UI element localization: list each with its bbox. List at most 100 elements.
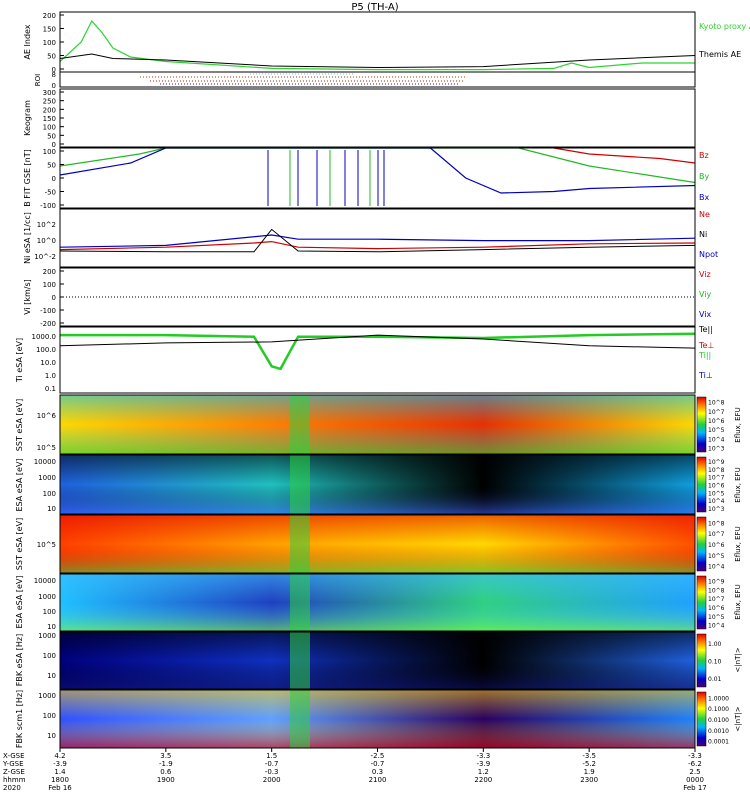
xaxis-tick-date: Feb 16 — [48, 784, 72, 792]
colorbar-tick: 1.00 — [708, 641, 722, 648]
esa-i-tick-10000: 10000 — [34, 577, 56, 585]
colorbar-tick: 0.0100 — [708, 717, 729, 724]
colorbar-tick: 10^6 — [708, 483, 725, 490]
ae-lines — [59, 19, 696, 71]
xaxis-tick-z: -0.3 — [265, 768, 279, 776]
panel-roi: ROI 8 0 — [34, 71, 696, 90]
xaxis-label-x: X-GSE — [3, 752, 25, 760]
roi-tick-0: 0 — [52, 82, 56, 90]
sst-e-tick-6: 10^6 — [37, 412, 57, 420]
ni-tick-m2: 10^-2 — [34, 253, 56, 261]
fbk-e-spectrogram — [60, 632, 695, 689]
colorbar-tick: 0.0001 — [708, 739, 729, 746]
sst-electron-spectrogram — [60, 395, 695, 454]
xaxis-tick-y: -3.9 — [53, 760, 67, 768]
fbk-b-tick-10: 10 — [47, 732, 56, 740]
kyoto-ae-line — [59, 19, 695, 71]
legend-bx: Bx — [699, 193, 709, 202]
xaxis-tick-x: 4.2 — [54, 752, 65, 760]
xaxis-tick-x: -3.5 — [582, 752, 596, 760]
xaxis-tick-z: 1.4 — [54, 768, 66, 776]
fbk-e-tick-10: 10 — [47, 672, 56, 680]
panel-ae-index: AE Index 200 150 100 50 0 Kyoto proxy AE The… — [23, 11, 750, 74]
xaxis-label-hhmm: hhmm — [3, 776, 26, 784]
esa-i-ylabel: ESA eSA [eV] — [15, 575, 24, 628]
cbar-label-sst-i: Eflux, EFU — [734, 526, 742, 561]
spectrogram-band — [290, 515, 310, 573]
xaxis-tick-y: -5.2 — [582, 760, 596, 768]
colorbar-tick: 10^6 — [708, 605, 725, 612]
colorbar-fbk-e — [696, 633, 707, 688]
legend-tell: Te|| — [698, 325, 713, 334]
bz-line — [553, 147, 696, 164]
xaxis-tick-z: 1.9 — [584, 768, 595, 776]
ytick-label: -100 — [40, 307, 56, 315]
colorbar-tick: 10^9 — [708, 459, 725, 466]
vi-ylabel: Vi [km/s] — [23, 279, 32, 315]
ytick-label: 100 — [43, 281, 56, 289]
xaxis-tick-x: -3.3 — [688, 752, 702, 760]
legend-viz: Viz — [699, 270, 711, 279]
ytick-label: 300 — [43, 89, 56, 97]
ytick-label: 150 — [43, 115, 56, 123]
panel-density: Ni eSA [1/cc] 10^2 10^0 10^-2 Ne Ni Npot — [23, 208, 718, 268]
sst-e-tick-5: 10^5 — [37, 444, 56, 452]
ytick-label: -100 — [40, 202, 56, 210]
colorbar-tick-labels: 10^810^710^610^510^410^310^910^810^710^6… — [708, 400, 729, 746]
colorbar-sst-i — [696, 516, 707, 572]
fbk-e-tick-100: 100 — [43, 652, 56, 660]
cbar-label-esa-e: Eflux, EFU — [734, 467, 742, 502]
panel-bfit: B FIT GSE [nT] 100 50 0 -50 -100 Bz By Bx — [23, 147, 709, 210]
keogram-ylabel: Keogram — [23, 100, 32, 136]
xaxis-tick-y: -0.7 — [265, 760, 279, 768]
esa-i-tick-10: 10 — [47, 623, 56, 631]
fbk-b-tick-1000: 1000 — [38, 692, 56, 700]
xaxis-tick-x: -2.5 — [371, 752, 385, 760]
xaxis-tick-hhmm: 1800 — [51, 776, 69, 784]
sst-ion-spectrogram — [60, 515, 695, 573]
panel-esa-ion: ESA eSA [eV] 10000 1000 100 10 Eflux, EF… — [15, 573, 742, 632]
panel-sst-electron: SST eSA [eV] 10^6 10^5 Eflux, EFU — [15, 394, 742, 455]
colorbar-tick: 10^5 — [708, 553, 725, 560]
sst-e-ylabel: SST eSA [eV] — [15, 399, 24, 451]
xaxis-tick-z: 1.2 — [478, 768, 489, 776]
esa-e-tick-1000: 1000 — [38, 474, 56, 482]
xaxis-label-year: 2020 — [3, 784, 21, 792]
xaxis-tick-hhmm: 2100 — [369, 776, 387, 784]
colorbar-tick: 0.0010 — [708, 728, 729, 735]
ti-tick-1000: 1000.0 — [32, 333, 57, 341]
legend-by: By — [699, 172, 709, 181]
spectrogram-overlay — [60, 632, 695, 689]
spectrogram-overlay — [60, 455, 695, 514]
spectrogram-band — [290, 690, 310, 748]
fbk-b-ylabel: FBK scm1 [Hz] — [15, 690, 24, 748]
colorbar-esa-e — [696, 456, 707, 513]
colorbar-fbk-b — [696, 691, 707, 747]
fbk-b-spectrogram — [60, 690, 695, 748]
ytick-label: 0 — [52, 175, 56, 183]
roi-tick-8: 8 — [52, 71, 56, 79]
ytick-label: 0 — [52, 141, 56, 149]
ni-tick-2: 10^2 — [37, 221, 56, 229]
xaxis-tick-x: 3.5 — [160, 752, 171, 760]
colorbar-tick: 10^7 — [708, 409, 725, 416]
ytick-label: 250 — [43, 98, 56, 106]
spectrogram-band — [290, 574, 310, 631]
ytick-label: 100 — [43, 124, 56, 132]
ni-line — [59, 234, 696, 248]
legend-till: Ti|| — [698, 351, 711, 360]
ti-tick-100: 100.0 — [36, 346, 56, 354]
legend-kyoto-ae: Kyoto proxy AE — [699, 22, 750, 31]
colorbar-tick: 10^7 — [708, 531, 725, 538]
ytick-label: -50 — [45, 189, 56, 197]
xaxis-tick-z: 0.3 — [372, 768, 383, 776]
xaxis-label-z: Z-GSE — [3, 768, 25, 776]
ti-tick-01: 0.1 — [45, 385, 56, 393]
ytick-label: 0 — [52, 66, 56, 74]
legend-ni: Ni — [699, 230, 707, 239]
colorbar-tick: 10^6 — [708, 418, 725, 425]
ytick-label: 200 — [43, 12, 56, 20]
xaxis-tick-x: -3.3 — [476, 752, 490, 760]
xaxis-tick-y: -3.9 — [476, 760, 490, 768]
